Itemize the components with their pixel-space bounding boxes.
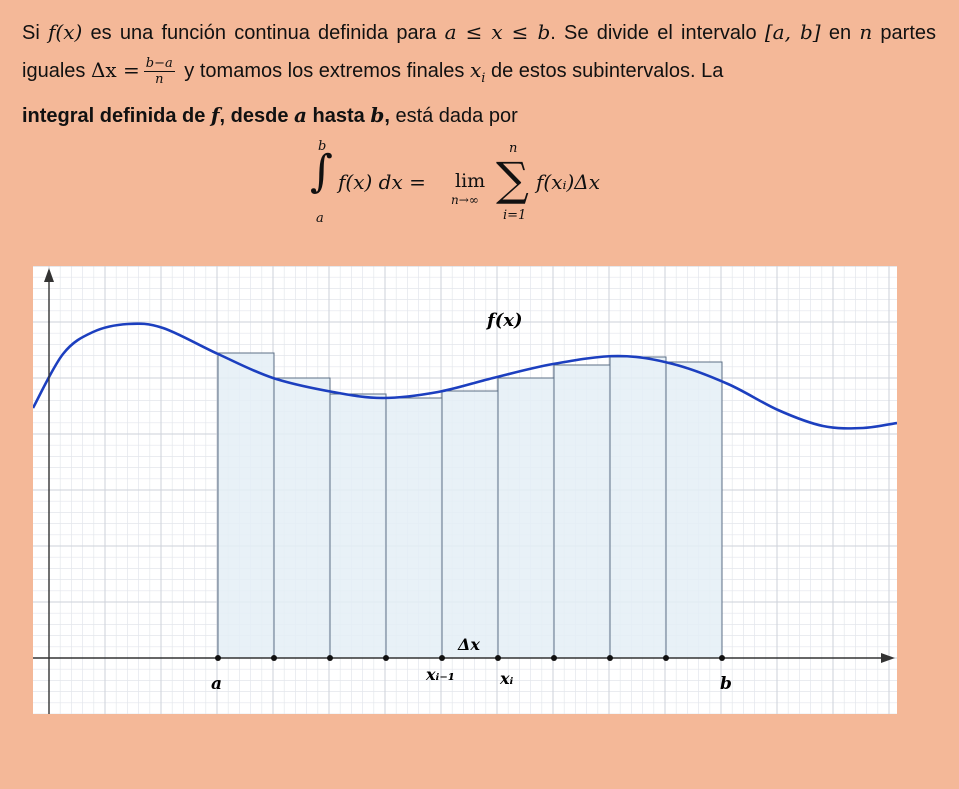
- text-segment: integral definida de: [22, 105, 211, 127]
- fraction-denominator: n: [155, 72, 164, 88]
- riemann-rectangle: [329, 393, 387, 659]
- integral-lower-limit: a: [316, 211, 324, 226]
- text-segment: . Se divide el intervalo: [550, 22, 765, 44]
- partition-point: [719, 655, 725, 661]
- math-a: a: [294, 103, 307, 127]
- limit-subscript: n→∞: [451, 193, 479, 207]
- partition-point: [439, 655, 445, 661]
- y-axis-arrow-icon: [44, 268, 54, 282]
- sum-lower-limit: i=1: [503, 208, 527, 223]
- text-segment: y tomamos los extremos finales: [178, 60, 470, 82]
- partition-point: [383, 655, 389, 661]
- x-axis-arrow-icon: [881, 653, 895, 663]
- math-b: b: [370, 103, 385, 127]
- text-segment: está dada por: [389, 105, 518, 127]
- math-n: n: [859, 20, 873, 44]
- integral-sign: ∫: [310, 146, 333, 197]
- partition-point: [663, 655, 669, 661]
- integral-formula: ∫ b a f(x) dx = lim n→∞ ∑ n i=1 f(xᵢ)Δx: [0, 0, 959, 240]
- text-segment: , desde: [219, 105, 295, 127]
- text-segment: partes iguales: [22, 22, 937, 82]
- text-segment: de estos subintervalos. La: [485, 60, 724, 82]
- riemann-sum-graph: f(x) a b xᵢ₋₁ xᵢ Δx: [33, 266, 897, 714]
- integral-upper-limit: b: [318, 139, 327, 154]
- summand: f(xᵢ)Δx: [536, 170, 601, 194]
- text-segment: Si: [22, 22, 49, 44]
- partition-point: [495, 655, 501, 661]
- riemann-rectangles: [217, 352, 723, 659]
- text-segment: en: [820, 22, 860, 44]
- sum-upper-limit: n: [509, 141, 518, 156]
- math-condition: a ≤ x ≤ b: [444, 20, 551, 44]
- riemann-rectangle: [385, 397, 443, 659]
- riemann-rectangle: [217, 352, 275, 659]
- definition-paragraph: Si f(x) es una función continua definida…: [22, 14, 936, 135]
- riemann-rectangle: [497, 377, 555, 659]
- math-xi: x: [469, 58, 482, 82]
- label-x-i-minus-1: xᵢ₋₁: [425, 665, 455, 684]
- riemann-rectangle: [553, 364, 611, 659]
- fraction-numerator: b−a: [143, 56, 175, 73]
- label-delta-x: Δx: [457, 635, 480, 654]
- label-x-i: xᵢ: [499, 669, 514, 688]
- text-segment: es una función continua definida para: [82, 22, 445, 44]
- partition-point: [607, 655, 613, 661]
- text-segment: hasta: [306, 105, 371, 127]
- math-xi-subscript: i: [481, 71, 486, 86]
- partition-point: [551, 655, 557, 661]
- math-fx: f(x): [48, 20, 83, 44]
- riemann-rectangle: [609, 356, 667, 659]
- riemann-rectangle: [273, 377, 331, 659]
- riemann-rectangle: [441, 390, 499, 659]
- integrand: f(x) dx =: [338, 170, 426, 194]
- math-delta-x: Δx =: [90, 58, 140, 82]
- sigma-sign: ∑: [496, 152, 529, 206]
- partition-point: [271, 655, 277, 661]
- partition-point: [215, 655, 221, 661]
- bold-phrase: integral definida de f, desde a hasta b,: [22, 103, 390, 127]
- riemann-rectangle: [665, 361, 723, 659]
- text-segment: ,: [384, 105, 390, 127]
- math-interval: [a, b]: [764, 20, 821, 44]
- partition-points: [215, 655, 725, 661]
- label-a: a: [211, 674, 222, 694]
- label-b: b: [720, 674, 732, 694]
- fraction: b−a n: [143, 56, 175, 88]
- function-curve: [33, 322, 897, 430]
- limit-label: lim: [455, 170, 486, 192]
- curve-label: f(x): [485, 310, 523, 331]
- math-f: f: [210, 103, 220, 127]
- partition-point: [327, 655, 333, 661]
